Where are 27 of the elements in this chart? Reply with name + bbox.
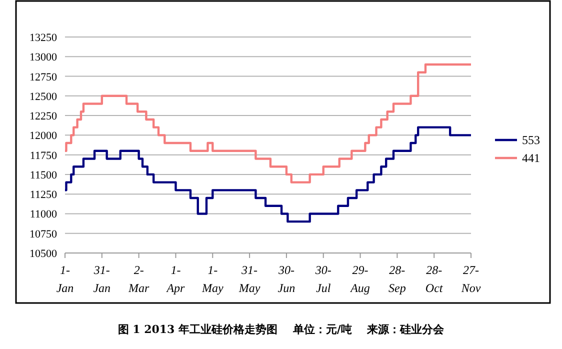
y-tick-label: 12500 bbox=[30, 90, 58, 103]
x-tick-label: 31- May bbox=[238, 263, 261, 295]
x-tick-label: 1- May bbox=[200, 263, 224, 295]
x-tick-label: 29- Aug bbox=[350, 263, 370, 295]
x-tick-label: 1- Apr bbox=[166, 263, 186, 295]
legend-label: 441 bbox=[522, 151, 540, 165]
x-tick-label: 28- Oct bbox=[425, 263, 444, 295]
x-tick-label: 28- Sep bbox=[388, 263, 406, 295]
y-tick-label: 12000 bbox=[30, 130, 58, 142]
y-tick-label: 12250 bbox=[30, 110, 58, 123]
y-tick-label: 11000 bbox=[30, 208, 58, 221]
x-tick-label: 31- Jan bbox=[92, 263, 111, 295]
legend-label: 553 bbox=[522, 133, 540, 147]
y-tick-label: 11500 bbox=[30, 169, 58, 182]
y-tick-label: 11250 bbox=[30, 189, 58, 202]
x-tick-label: 27- Nov bbox=[460, 263, 482, 295]
x-tick-label: 1- Jan bbox=[56, 263, 74, 295]
y-tick-label: 10500 bbox=[30, 248, 58, 260]
y-tick-label: 10750 bbox=[30, 228, 58, 240]
y-tick-label: 11750 bbox=[30, 150, 58, 162]
x-tick-label: 2- Mar bbox=[127, 263, 150, 295]
y-tick-label: 13250 bbox=[30, 32, 58, 44]
y-tick-label: 13000 bbox=[30, 52, 58, 64]
caption: 图 1 2013 年工业硅价格走势图 单位：元/吨 来源：硅业分会 bbox=[118, 323, 446, 336]
x-tick-label: 30- Jun bbox=[277, 263, 296, 295]
x-tick-label: 30- Jul bbox=[314, 263, 332, 295]
y-tick-label: 12750 bbox=[30, 71, 58, 84]
